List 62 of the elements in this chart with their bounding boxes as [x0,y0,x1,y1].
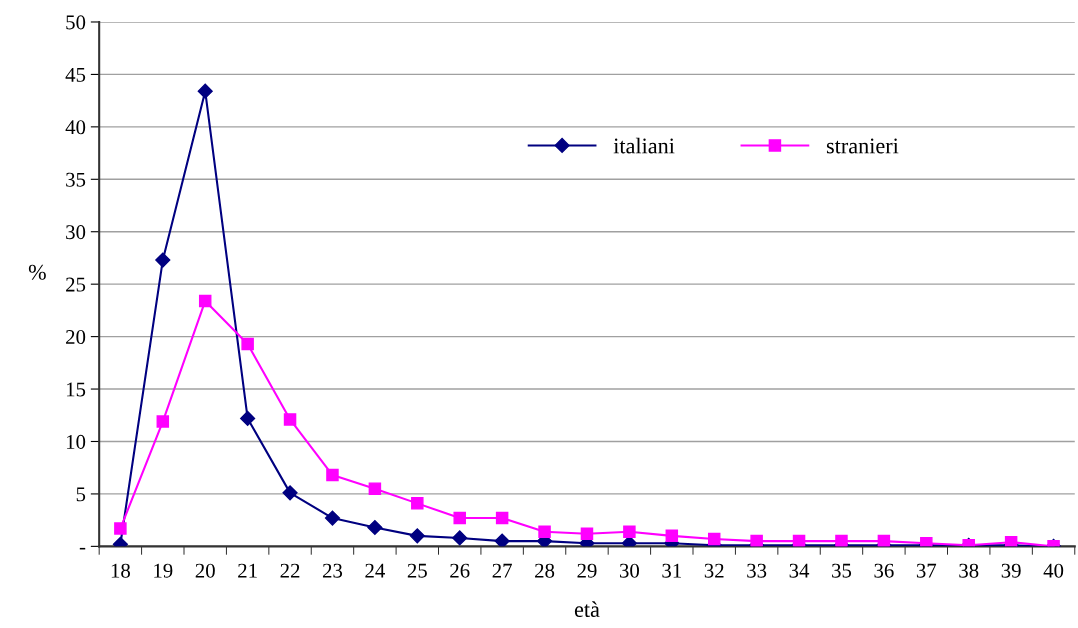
x-tick-label: 23 [322,563,343,578]
point [707,532,721,546]
point [324,510,341,526]
point [368,482,382,495]
point [411,497,424,510]
point [538,525,551,538]
point [282,485,298,501]
legend-label: italiani [613,137,675,154]
point [198,294,212,308]
x-tick-label: 27 [492,563,512,578]
y-tick-label: 5 [76,487,86,502]
point [494,533,510,547]
x-tick-label: 40 [1043,563,1064,578]
point [155,252,171,268]
point [409,528,425,544]
y-tick-label: 20 [66,329,86,345]
y-tick-label: 35 [66,172,86,187]
y-axis-title: % [28,264,46,280]
x-tick-label: 38 [959,563,979,578]
y-tick-label: 25 [66,277,86,292]
legend-label: stranieri [826,138,899,154]
x-tick-label: 28 [535,563,555,578]
x-tick-label: 39 [1001,563,1021,578]
point [114,522,127,535]
x-tick-label: 26 [450,563,470,578]
point [240,410,256,426]
point [326,468,339,482]
x-tick-label: 29 [577,563,597,578]
x-axis-title: età [574,601,600,617]
point [156,415,170,428]
x-tick-label: 36 [874,563,894,578]
point [197,83,213,99]
point [283,413,297,426]
x-tick-label: 34 [789,563,810,578]
x-tick-label: 31 [662,563,681,578]
y-tick-label: 30 [66,225,86,240]
point [241,337,254,351]
x-tick-label: 20 [195,563,215,578]
y-tick-label: 10 [66,434,86,449]
y-tick-label: 50 [66,15,86,30]
x-tick-label: 24 [365,563,385,578]
x-tick-label: 30 [619,563,640,578]
x-tick-label: 18 [111,563,131,578]
point [453,511,466,525]
y-tick-label: 40 [65,120,86,135]
x-tick-label: 35 [832,563,852,578]
x-tick-label: 21 [238,563,257,578]
y-tick-label: - [79,547,86,550]
x-tick-label: 37 [916,563,937,578]
x-tick-label: 33 [747,563,767,578]
point [623,525,636,538]
y-tick-label: 15 [66,382,86,397]
point [367,519,383,536]
x-tick-label: 19 [154,563,173,578]
x-tick-label: 32 [704,563,724,578]
point [495,511,509,525]
x-tick-label: 22 [280,563,300,578]
point [452,530,468,546]
y-tick-label: 45 [65,67,86,82]
x-tick-label: 25 [407,563,427,578]
point [665,529,679,543]
point [580,527,594,541]
